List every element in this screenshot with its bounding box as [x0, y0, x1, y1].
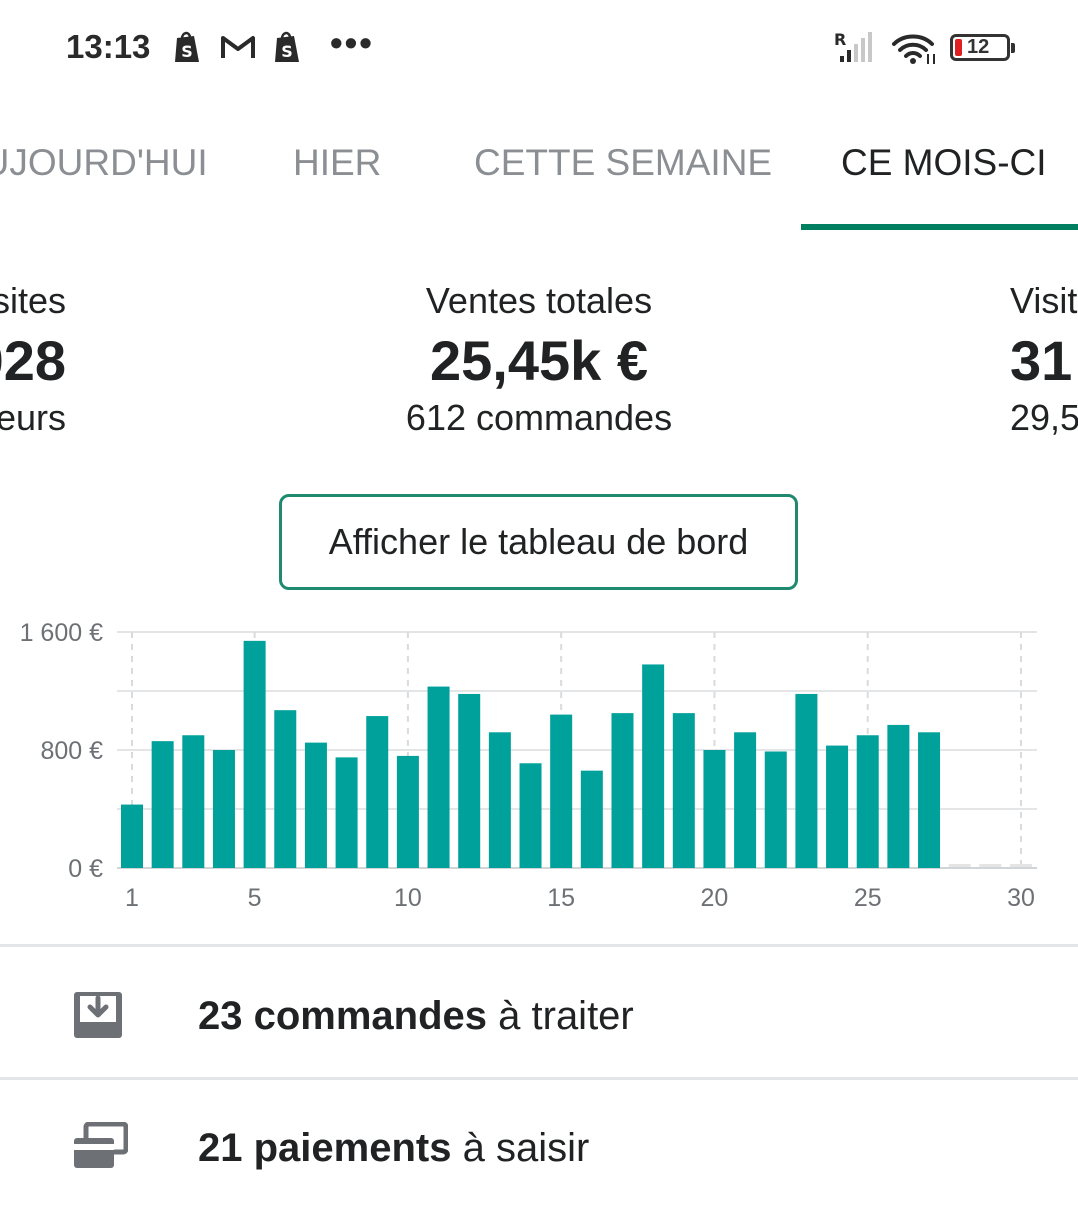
svg-text:R: R: [834, 30, 846, 49]
bar: [121, 804, 143, 868]
svg-text:S: S: [281, 42, 293, 61]
task-suffix: à traiter: [487, 994, 634, 1038]
bar: [918, 732, 941, 868]
x-tick-label: 20: [701, 884, 729, 912]
bar: [734, 732, 757, 868]
bar: [488, 732, 511, 868]
metric-sub: visiteurs: [0, 397, 66, 438]
bar: [366, 716, 389, 868]
gmail-icon: [221, 36, 255, 58]
task-count: 21 paiements: [198, 1126, 452, 1170]
x-tick-label: 15: [547, 884, 575, 912]
metric-value: 25,45k €: [430, 329, 648, 392]
svg-text:S: S: [181, 42, 193, 61]
bar: [427, 686, 450, 868]
metric-sub: 612 commandes: [405, 397, 673, 438]
inbox-download-icon: [74, 992, 122, 1038]
bar: [212, 750, 235, 868]
view-dashboard-button[interactable]: Afficher le tableau de bord: [279, 494, 798, 590]
status-bar: 13:13 S S ••• R 12: [0, 0, 1078, 96]
credit-card-icon: [74, 1122, 128, 1168]
bar: [550, 714, 573, 868]
bar-empty: [948, 864, 971, 867]
y-tick-label: 800 €: [40, 737, 103, 765]
shopify-icon: S: [175, 31, 199, 62]
bar: [151, 741, 174, 868]
bar: [703, 750, 726, 868]
y-tick-label: 0 €: [68, 855, 103, 883]
divider: [0, 944, 1078, 947]
bar: [458, 693, 481, 868]
bar: [519, 763, 542, 868]
bar-empty: [979, 864, 1002, 867]
task-count: 23 commandes: [198, 994, 488, 1038]
bar: [274, 710, 297, 868]
battery-icon: 12: [950, 34, 1015, 61]
bar: [335, 757, 358, 868]
metric-visits-left[interactable]: Visites 1 028 visiteurs: [0, 280, 70, 460]
x-tick-label: 5: [248, 884, 262, 912]
bar: [672, 713, 695, 868]
tab-this-month[interactable]: CE MOIS-CI: [841, 142, 1047, 183]
task-label: 21 paiements à saisir: [198, 1126, 589, 1171]
y-tick-label: 1 600 €: [20, 619, 104, 647]
orders-to-process-row[interactable]: 23 commandes à traiter: [0, 950, 1078, 1080]
bar: [243, 640, 266, 868]
bar: [642, 664, 665, 868]
x-tick-label: 1: [125, 884, 139, 912]
shopify-icon: S: [275, 31, 299, 62]
active-tab-indicator: [801, 224, 1078, 230]
metric-label: Visites: [1010, 280, 1078, 321]
x-tick-label: 30: [1007, 884, 1035, 912]
battery-level: 12: [967, 36, 990, 58]
bar: [795, 693, 818, 868]
bar: [764, 751, 787, 868]
bar: [580, 770, 603, 868]
payments-to-capture-row[interactable]: 21 paiements à saisir: [0, 1082, 1078, 1212]
wifi-icon: [892, 34, 935, 64]
bar-empty: [1010, 864, 1032, 867]
divider: [0, 1077, 1078, 1080]
bar: [887, 724, 910, 868]
cell-signal-icon: R: [834, 30, 872, 62]
period-tabs: AUJOURD'HUI HIER CETTE SEMAINE CE MOIS-C…: [0, 120, 1078, 230]
metric-value: 1 028: [0, 329, 66, 392]
metric-label: Ventes totales: [425, 280, 653, 321]
tab-today[interactable]: AUJOURD'HUI: [0, 142, 208, 183]
tab-yesterday[interactable]: HIER: [293, 142, 382, 183]
task-suffix: à saisir: [451, 1126, 590, 1170]
status-time: 13:13: [66, 28, 151, 65]
daily-sales-chart: 0 €800 €1 600 €1 5 10 15 20 25 30: [20, 619, 1037, 912]
more-notifications-icon: •••: [330, 22, 374, 63]
tab-this-week[interactable]: CETTE SEMAINE: [474, 142, 773, 183]
x-tick-label: 10: [394, 884, 422, 912]
bar: [826, 745, 849, 868]
metric-total-sales[interactable]: Ventes totales 25,45k € 612 commandes: [339, 280, 739, 460]
task-label: 23 commandes à traiter: [198, 994, 634, 1039]
bar: [856, 735, 879, 868]
bar: [396, 755, 419, 868]
bar: [304, 742, 327, 868]
metric-sub: 29,5: [1010, 397, 1078, 438]
metric-label: Visites: [0, 280, 66, 321]
bar: [182, 735, 205, 868]
x-tick-label: 25: [854, 884, 882, 912]
metric-value: 31: [1010, 329, 1073, 392]
metric-visits-right[interactable]: Visites 31 29,5: [1010, 280, 1078, 460]
bar: [611, 713, 634, 868]
